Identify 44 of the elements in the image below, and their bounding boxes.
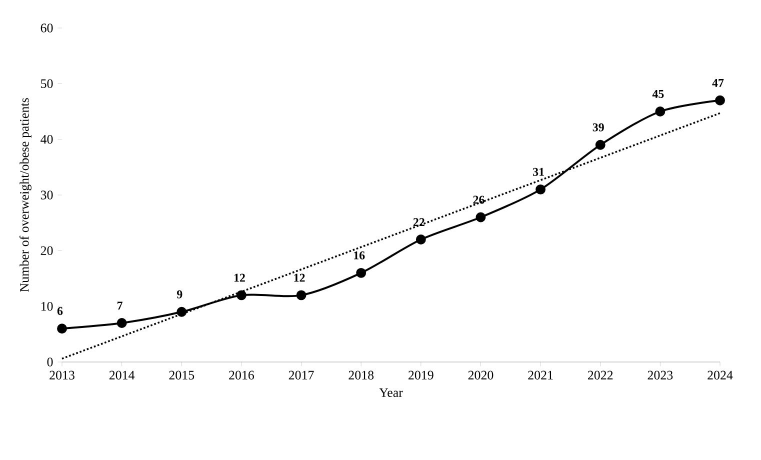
data-label: 12 <box>294 274 305 282</box>
point <box>176 306 187 317</box>
y-tick-label: 50 <box>41 79 53 88</box>
x-tick-label: 2015 <box>169 370 194 380</box>
data-label: 7 <box>118 302 123 310</box>
point <box>715 95 725 106</box>
point <box>236 290 246 300</box>
y-axis-title: Number of overweight/obese patients <box>20 98 32 292</box>
point <box>296 290 306 300</box>
data-label: 31 <box>533 168 544 176</box>
data-label: 9 <box>176 290 182 298</box>
point <box>536 184 546 194</box>
x-tick-label: 2017 <box>288 370 314 380</box>
data-label: 12 <box>234 274 245 282</box>
y-tick-label: 30 <box>40 190 53 200</box>
y-tick-label: 20 <box>40 246 53 256</box>
x-axis-title: Year <box>379 388 403 397</box>
x-tick-label: 2024 <box>708 370 733 380</box>
y-tick-label: 60 <box>40 24 53 32</box>
point <box>116 318 127 328</box>
x-tick-label: 2019 <box>408 370 434 380</box>
x-tick-label: 2021 <box>528 370 553 380</box>
x-tick-label: 2023 <box>648 370 673 380</box>
x-tick-label: 2022 <box>588 370 613 380</box>
y-tick-label: 0 <box>47 358 53 366</box>
x-tick-label: 2018 <box>348 370 374 380</box>
point <box>356 268 366 278</box>
point <box>476 212 486 222</box>
point <box>416 234 426 245</box>
x-tick-label: 2014 <box>109 370 135 380</box>
x-tick-label: 2016 <box>229 370 254 380</box>
data-label: 26 <box>473 196 484 204</box>
x-tick-label: 2013 <box>50 370 74 380</box>
data-label: 6 <box>57 307 63 316</box>
point <box>595 140 606 150</box>
data-label: 47 <box>712 78 724 87</box>
point <box>655 106 666 116</box>
point <box>57 324 67 334</box>
data-label: 45 <box>652 90 664 98</box>
data-label: 39 <box>592 123 604 132</box>
y-tick-label: 10 <box>41 302 53 311</box>
x-tick-label: 2020 <box>468 370 494 380</box>
y-tick-label: 40 <box>40 134 53 144</box>
data-label: 16 <box>354 251 365 260</box>
